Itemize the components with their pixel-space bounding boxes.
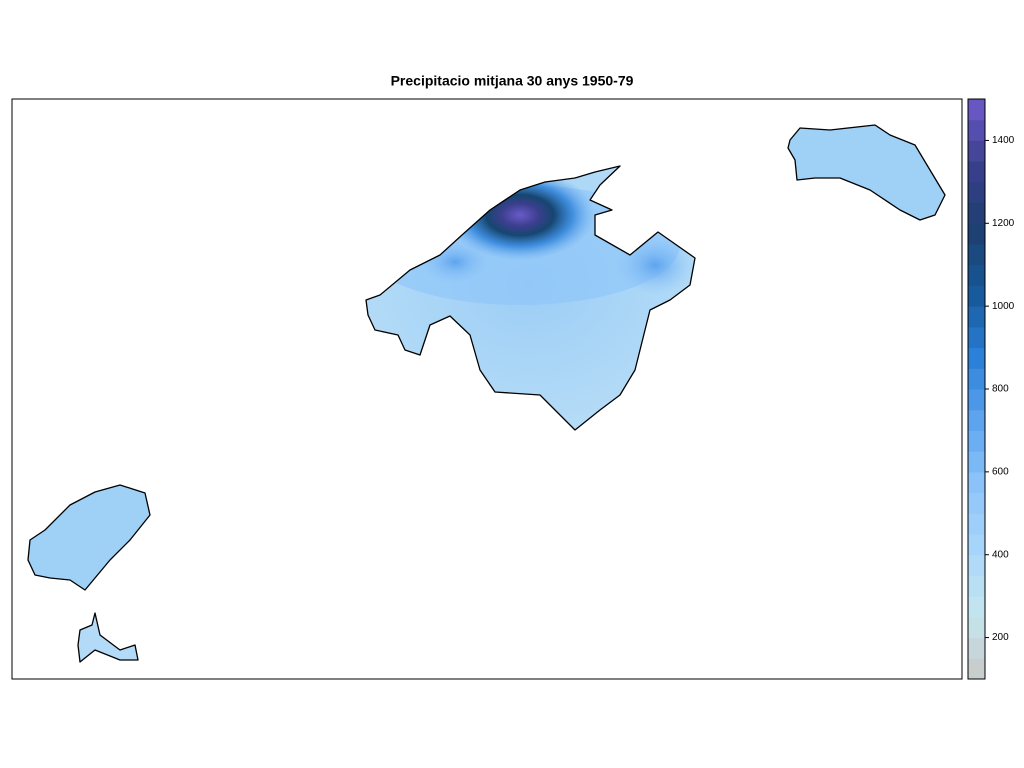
colorbar-band [968, 596, 985, 618]
colorbar-band [968, 140, 985, 162]
colorbar-tick-label: 200 [992, 632, 1009, 643]
colorbar-band [968, 389, 985, 411]
colorbar-band [968, 223, 985, 245]
colorbar-band [968, 430, 985, 452]
colorbar-band [968, 326, 985, 349]
ibiza [27, 484, 151, 591]
colorbar-band [968, 368, 985, 390]
colorbar-band [968, 616, 985, 639]
colorbar-band [968, 264, 985, 286]
colorbar-tick-label: 600 [992, 466, 1009, 477]
colorbar: 200 400 600 800 1000 1200 1400 [968, 99, 1015, 680]
colorbar-tick-label: 800 [992, 384, 1009, 395]
colorbar-band [968, 202, 985, 224]
colorbar-tick-label: 1200 [992, 218, 1015, 229]
colorbar-band [968, 451, 985, 473]
menorca [787, 124, 946, 221]
colorbar-tick-label: 400 [992, 549, 1009, 560]
colorbar-tick-label: 1000 [992, 301, 1015, 312]
colorbar-band [968, 471, 985, 494]
colorbar-band [968, 637, 985, 659]
colorbar-band [968, 285, 985, 307]
colorbar-band [968, 99, 985, 121]
colorbar-band [968, 119, 985, 141]
colorbar-band [968, 492, 985, 514]
colorbar-band [968, 244, 985, 266]
colorbar-band [968, 161, 985, 183]
colorbar-band [968, 554, 985, 576]
colorbar-band [968, 409, 985, 431]
formentera [77, 612, 139, 663]
colorbar-band [968, 575, 985, 597]
colorbar-frame [967, 98, 986, 680]
colorbar-band [968, 181, 985, 204]
colorbar-band [968, 513, 985, 535]
colorbar-band [968, 347, 985, 369]
colorbar-band [968, 306, 985, 328]
colorbar-band [968, 534, 985, 556]
colorbar-tick-label: 1400 [992, 135, 1015, 146]
map-title: Precipitacio mitjana 30 anys 1950-79 [391, 73, 634, 89]
map-panel [11, 98, 963, 680]
colorbar-band [968, 658, 985, 680]
